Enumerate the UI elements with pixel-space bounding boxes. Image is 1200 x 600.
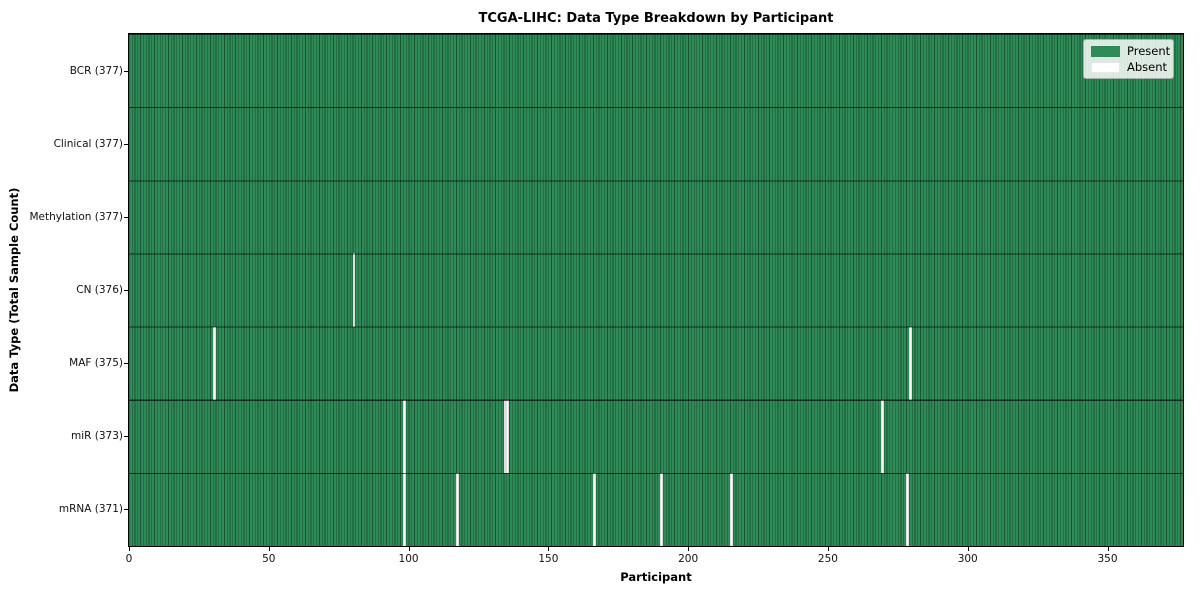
x-tick-label-100: 100: [398, 553, 419, 565]
x-tick-label-350: 350: [1097, 553, 1118, 565]
y-tick-mark: [124, 70, 128, 72]
y-tick-label-miR: miR (373): [70, 430, 123, 443]
y-tick-mark: [124, 143, 128, 145]
legend-entry-present: Present: [1091, 45, 1170, 58]
x-tick-mark: [408, 547, 410, 551]
absent-marker-mRNA-215: [730, 472, 733, 546]
legend-label: Present: [1127, 44, 1171, 58]
absent-marker-miR-98: [402, 399, 406, 473]
y-tick-mark: [124, 290, 128, 291]
x-tick-label-200: 200: [678, 553, 699, 565]
x-tick-mark: [827, 547, 829, 551]
row-separator-lines: [129, 34, 1183, 546]
y-tick-label-BCR: BCR (377): [69, 64, 123, 77]
absent-marker-CN-80: [352, 253, 356, 327]
y-tick-label-MAF: MAF (375): [69, 357, 123, 370]
x-tick-mark: [1107, 547, 1109, 551]
legend-swatch-absent: [1091, 62, 1120, 73]
absent-marker-mRNA-98: [402, 472, 406, 546]
legend-label: Absent: [1127, 60, 1168, 74]
y-tick-label-mRNA: mRNA (371): [58, 503, 123, 516]
x-tick-label-300: 300: [957, 553, 978, 565]
x-axis-label: Participant: [620, 570, 692, 584]
x-tick-mark: [548, 547, 550, 551]
y-tick-mark: [124, 436, 128, 438]
x-tick-label-250: 250: [817, 553, 838, 565]
plot-area: [128, 33, 1184, 547]
absent-marker-MAF-279: [909, 326, 912, 400]
legend-swatch-present: [1091, 46, 1120, 57]
y-tick-label-Clinical: Clinical (377): [53, 137, 123, 150]
x-tick-mark: [129, 547, 130, 551]
absent-marker-MAF-30: [212, 326, 216, 400]
absent-marker-miR-135: [506, 399, 510, 473]
y-tick-mark: [124, 216, 128, 218]
y-tick-mark: [124, 509, 128, 511]
absent-marker-mRNA-166: [593, 472, 596, 546]
chart-title: TCGA-LIHC: Data Type Breakdown by Partic…: [478, 11, 834, 26]
absent-marker-mRNA-190: [660, 472, 663, 546]
x-tick-mark: [688, 547, 690, 551]
x-tick-mark: [967, 547, 969, 551]
x-tick-mark: [268, 547, 270, 551]
y-tick-label-CN: CN (376): [76, 284, 123, 296]
x-tick-label-0: 0: [125, 553, 133, 565]
absent-marker-miR-269: [881, 399, 884, 473]
absent-marker-mRNA-117: [456, 472, 459, 546]
y-tick-mark: [124, 363, 128, 365]
y-tick-label-Methylation: Methylation (377): [29, 210, 123, 223]
legend: Present Absent: [1083, 39, 1174, 79]
absent-marker-mRNA-278: [906, 472, 909, 546]
legend-entry-absent: Absent: [1091, 60, 1168, 74]
x-tick-label-150: 150: [538, 553, 559, 565]
x-tick-label-50: 50: [262, 553, 276, 565]
